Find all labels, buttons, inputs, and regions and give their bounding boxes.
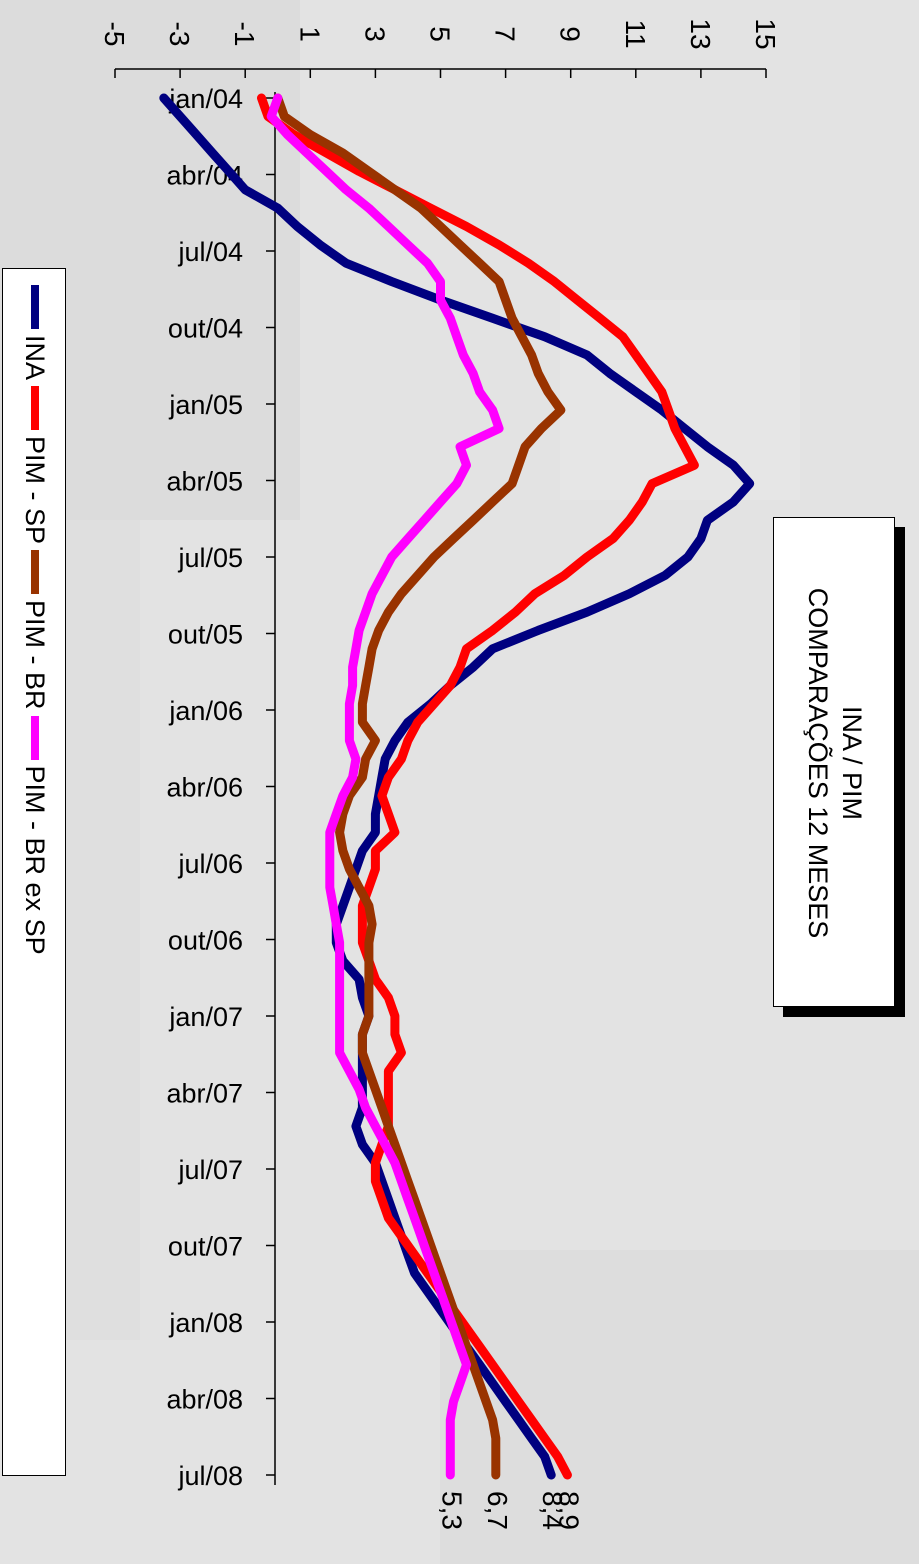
value-tick-label: 15	[750, 18, 781, 49]
category-tick-label: abr/08	[166, 1385, 243, 1415]
chart-title-box: INA / PIM COMPARAÇÕES 12 MESES	[773, 517, 905, 1017]
legend-label: PIM - BR	[20, 600, 51, 710]
category-tick-label: out/07	[168, 1232, 243, 1262]
value-tick-label: 9	[555, 26, 586, 42]
series-line-ina	[159, 93, 755, 1480]
category-tick-label: jan/06	[168, 696, 243, 726]
value-tick-label: 3	[359, 26, 390, 42]
category-tick-label: jan/04	[168, 84, 243, 114]
legend-swatch	[31, 550, 39, 595]
legend-swatch	[31, 386, 39, 431]
legend-item: PIM - BR	[20, 550, 51, 710]
category-tick-label: jan/08	[168, 1308, 243, 1338]
category-tick-label: abr/05	[166, 467, 243, 497]
legend-label: INA	[20, 335, 51, 381]
category-tick-label: jan/05	[168, 390, 243, 420]
legend-label: PIM - BR ex SP	[20, 765, 51, 955]
legend-item: PIM - BR ex SP	[20, 715, 51, 955]
legend-label: PIM - SP	[20, 436, 51, 545]
series-line-pim-br-ex-sp	[266, 93, 504, 1480]
end-value-label: 6,7	[482, 1491, 513, 1530]
category-tick-label: out/04	[168, 314, 243, 344]
category-tick-label: jul/04	[177, 237, 243, 267]
category-tick-label: out/05	[168, 620, 243, 650]
category-tick-label: jan/07	[168, 1002, 243, 1032]
value-tick-label: 13	[685, 18, 716, 49]
value-tick-label: 5	[425, 26, 456, 42]
legend-swatch	[31, 285, 39, 329]
chart-title: INA / PIM	[837, 705, 867, 821]
value-tick-label: -1	[229, 22, 260, 47]
end-value-label: 8,9	[553, 1491, 584, 1530]
end-value-label: 5,3	[436, 1491, 467, 1530]
category-tick-label: abr/06	[166, 773, 243, 803]
category-tick-label: abr/07	[166, 1079, 243, 1109]
value-tick-label: -5	[99, 22, 130, 47]
value-tick-label: 11	[620, 19, 651, 48]
category-tick-label: jul/08	[177, 1461, 243, 1491]
series-line-pim-sp	[257, 93, 699, 1480]
end-value-label: 8,4	[537, 1491, 568, 1530]
series-line-pim-br	[273, 93, 566, 1480]
chart-subtitle: COMPARAÇÕES 12 MESES	[803, 587, 833, 939]
category-tick-label: out/06	[168, 926, 243, 956]
legend-item: INA	[20, 285, 51, 380]
legend-item: PIM - SP	[20, 386, 51, 544]
value-tick-label: -3	[164, 22, 195, 47]
legend-swatch	[31, 715, 39, 760]
category-tick-label: jul/07	[177, 1155, 243, 1185]
value-tick-label: 1	[294, 26, 325, 42]
legend: INA PIM - SP PIM - BR PIM - BR ex SP	[2, 268, 66, 1476]
category-tick-label: jul/05	[177, 543, 243, 573]
category-tick-label: jul/06	[177, 849, 243, 879]
value-tick-label: 7	[490, 26, 521, 42]
